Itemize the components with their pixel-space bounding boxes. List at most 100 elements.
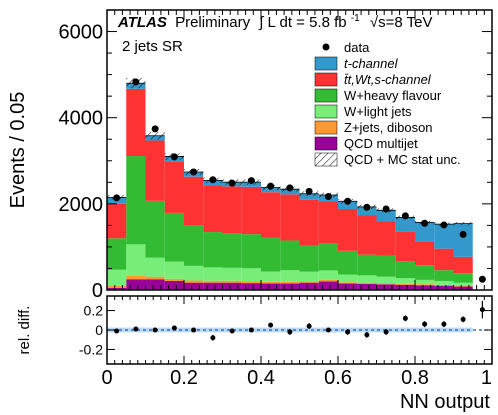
- data-point: [247, 177, 255, 185]
- legend-swatch: [314, 136, 338, 151]
- stack-segment: [395, 231, 415, 262]
- stack-segment: [280, 194, 300, 241]
- stack-segment: [318, 243, 338, 271]
- stack-segment: [434, 248, 454, 271]
- stack-segment: [395, 217, 415, 232]
- stack-segment: [126, 275, 146, 280]
- stack-segment: [107, 285, 127, 288]
- stack-segment: [184, 265, 204, 281]
- stack-segment: [453, 273, 473, 283]
- ratio-point: [287, 329, 293, 335]
- legend-swatch: [314, 56, 338, 71]
- stack-segment: [126, 279, 146, 290]
- stack-segment: [395, 261, 415, 279]
- data-point: [170, 153, 178, 161]
- energy-label: √s=8 TeV: [370, 14, 433, 31]
- stack-segment: [415, 279, 435, 285]
- ratio-point: [114, 328, 120, 334]
- legend-swatch: [314, 88, 338, 103]
- y-tick-label: 0: [92, 280, 103, 302]
- stack-segment: [280, 270, 300, 282]
- stack-segment: [184, 176, 204, 226]
- region-label: 2 jets SR: [122, 38, 183, 55]
- stack-segment: [145, 276, 165, 280]
- stack-segment: [376, 221, 396, 256]
- legend-swatch: [314, 72, 338, 87]
- stack-segment: [434, 224, 454, 249]
- data-point: [344, 197, 352, 205]
- stack-segment: [241, 281, 261, 284]
- x-tick-label: 1: [481, 367, 492, 389]
- ratio-y-tick-label: -0.2: [79, 341, 103, 357]
- legend-label: W+light jets: [344, 104, 412, 119]
- stack-segment: [453, 256, 473, 274]
- stack-segment: [318, 279, 338, 282]
- ratio-y-tick-label: 0: [95, 322, 103, 338]
- ratio-points: [114, 300, 485, 341]
- stack-segment: [145, 279, 165, 290]
- ratio-point: [248, 327, 254, 333]
- stack-segment: [376, 276, 396, 284]
- stack-segment: [222, 282, 242, 290]
- stack-segment: [203, 282, 223, 290]
- legend-item-uncertainty: QCD + MC stat unc.: [314, 152, 461, 167]
- uncertainty-bin: [453, 222, 473, 226]
- stack-segment: [126, 156, 146, 245]
- y-tick-label: 4000: [59, 108, 104, 130]
- data-points: [113, 78, 486, 283]
- data-point: [440, 221, 448, 229]
- legend-label: t-channel: [344, 56, 399, 71]
- stack-segment: [395, 284, 415, 290]
- ratio-band-bin: [395, 327, 415, 333]
- ratio-y-axis: -0.2 0 0.2: [79, 303, 492, 357]
- stack-segment: [299, 199, 319, 246]
- stack-segment: [280, 189, 300, 195]
- data-point: [401, 212, 409, 220]
- stack-segment: [107, 238, 127, 270]
- stack-segment: [299, 281, 319, 283]
- stack-segment: [299, 271, 319, 282]
- legend-item-ttbar: t̄t,Wt,s-channel: [314, 72, 432, 87]
- legend-label: W+heavy flavour: [344, 88, 442, 103]
- uncertainty-bin: [145, 131, 165, 140]
- stack-segment: [222, 280, 242, 283]
- stack-segment: [107, 203, 127, 239]
- stack-segment: [261, 271, 281, 282]
- stack-segment: [126, 244, 146, 276]
- data-point: [113, 194, 121, 202]
- y-tick-label: 2000: [59, 194, 104, 216]
- ratio-point: [422, 321, 428, 327]
- stack-segment: [222, 267, 242, 281]
- ratio-point: [345, 329, 351, 335]
- stack-segment: [415, 284, 435, 286]
- stack-segment: [453, 223, 473, 257]
- ratio-point: [268, 322, 274, 328]
- main-y-axis: 0 2000 4000 6000: [59, 9, 492, 302]
- stack-segment: [415, 222, 435, 242]
- ratio-y-tick-label: 0.2: [84, 303, 104, 319]
- legend-item-t-channel: t-channel: [314, 56, 399, 71]
- stack-segment: [357, 206, 377, 216]
- stack-segment: [241, 186, 261, 235]
- ratio-point: [306, 323, 312, 329]
- stack-segment: [434, 280, 454, 285]
- stack-segment: [145, 257, 165, 277]
- stack-segment: [453, 285, 473, 287]
- data-point: [324, 193, 332, 201]
- stack-segment: [318, 201, 338, 244]
- stack-segment: [453, 282, 473, 286]
- stack-segment: [338, 282, 358, 284]
- stack-segment: [145, 200, 165, 258]
- data-point: [190, 168, 198, 176]
- stack-segment: [434, 270, 454, 281]
- stack-segment: [376, 284, 396, 290]
- stack-segment: [222, 186, 242, 234]
- luminosity-label: ∫ L dt = 5.8 fb: [258, 14, 346, 31]
- legend-label: QCD multijet: [344, 136, 418, 151]
- stack-segment: [415, 241, 435, 266]
- stack-segment: [434, 284, 454, 286]
- stack-segment: [261, 281, 281, 284]
- y-tick-label: 6000: [59, 22, 104, 44]
- legend-marker-data: [322, 43, 330, 51]
